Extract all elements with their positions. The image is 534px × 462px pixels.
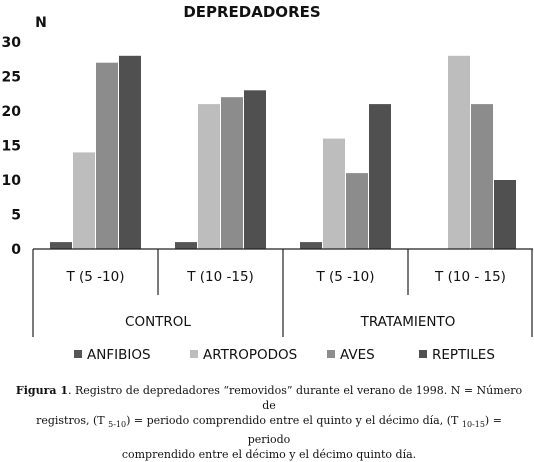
category-labels: T (5 -10) T (10 -15) T (5 -10) T (10 - 15) — [65, 269, 505, 285]
y-axis-ticks: 0 5 10 15 20 25 30 — [2, 35, 22, 258]
bars — [50, 55, 516, 250]
axes — [32, 248, 533, 337]
legend-swatch-aves — [327, 350, 335, 358]
bar-anfibios-0 — [50, 242, 72, 249]
caption-line-3: comprendido entre el décimo y el décimo … — [14, 447, 524, 462]
y-tick-label: 20 — [2, 104, 22, 120]
legend-label-artropodos: ARTROPODOS — [203, 347, 297, 363]
caption-sub-2: 10-15 — [461, 420, 485, 430]
legend-label-anfibios: ANFIBIOS — [87, 347, 151, 363]
bar-artropodos-1 — [198, 104, 220, 249]
group-labels: CONTROL TRATAMIENTO — [125, 314, 455, 330]
legend-label-aves: AVES — [340, 347, 375, 363]
chart-title: DEPREDADORES — [183, 3, 320, 21]
bar-aves-2 — [346, 173, 368, 249]
bar-reptiles-0 — [119, 55, 141, 249]
legend-swatch-anfibios — [74, 350, 82, 358]
group-label: TRATAMIENTO — [360, 314, 456, 330]
bar-reptiles-1 — [244, 90, 266, 249]
bar-reptiles-3 — [494, 180, 516, 249]
bar-anfibios-1 — [175, 242, 197, 249]
y-tick-label: 10 — [2, 173, 22, 189]
legend: ANFIBIOS ARTROPODOS AVES REPTILES — [74, 347, 495, 363]
caption-line-2: registros, (T 5-10) = periodo comprendid… — [14, 413, 524, 447]
category-label: T (5 -10) — [315, 269, 374, 285]
legend-swatch-reptiles — [419, 350, 427, 358]
y-tick-label: 25 — [2, 70, 21, 86]
bar-anfibios-2 — [300, 242, 322, 249]
category-label: T (5 -10) — [65, 269, 124, 285]
category-label: T (10 -15) — [186, 269, 254, 285]
caption-sub-1: 5-10 — [108, 420, 127, 430]
bar-reptiles-2 — [369, 104, 391, 249]
bar-aves-3 — [471, 104, 493, 249]
caption-text-2a: registros, (T — [36, 414, 109, 427]
y-tick-label: 0 — [11, 242, 21, 258]
legend-label-reptiles: REPTILES — [432, 347, 495, 363]
bar-artropodos-3 — [448, 55, 470, 249]
category-label: T (10 - 15) — [434, 269, 506, 285]
caption-line-1: Figura 1. Registro de depredadores “remo… — [14, 383, 524, 413]
bar-aves-0 — [96, 62, 118, 250]
bar-aves-1 — [221, 97, 243, 249]
y-tick-label: 5 — [11, 208, 21, 224]
figure-caption: Figura 1. Registro de depredadores “remo… — [14, 383, 524, 462]
y-axis-label: N — [35, 15, 47, 31]
group-label: CONTROL — [125, 314, 191, 330]
caption-text-2c: ) = periodo — [247, 414, 502, 447]
caption-text-1: . Registro de depredadores “removidos” d… — [67, 384, 523, 412]
y-tick-label: 15 — [2, 139, 21, 155]
y-tick-label: 30 — [2, 35, 22, 51]
caption-text-2b: ) = periodo comprendido entre el quinto … — [126, 414, 462, 427]
bar-artropodos-0 — [73, 152, 95, 249]
caption-figure-label: Figura 1 — [15, 384, 68, 397]
legend-swatch-artropodos — [190, 350, 198, 358]
caption-text-3: comprendido entre el décimo y el décimo … — [121, 448, 417, 462]
bar-artropodos-2 — [323, 138, 345, 249]
